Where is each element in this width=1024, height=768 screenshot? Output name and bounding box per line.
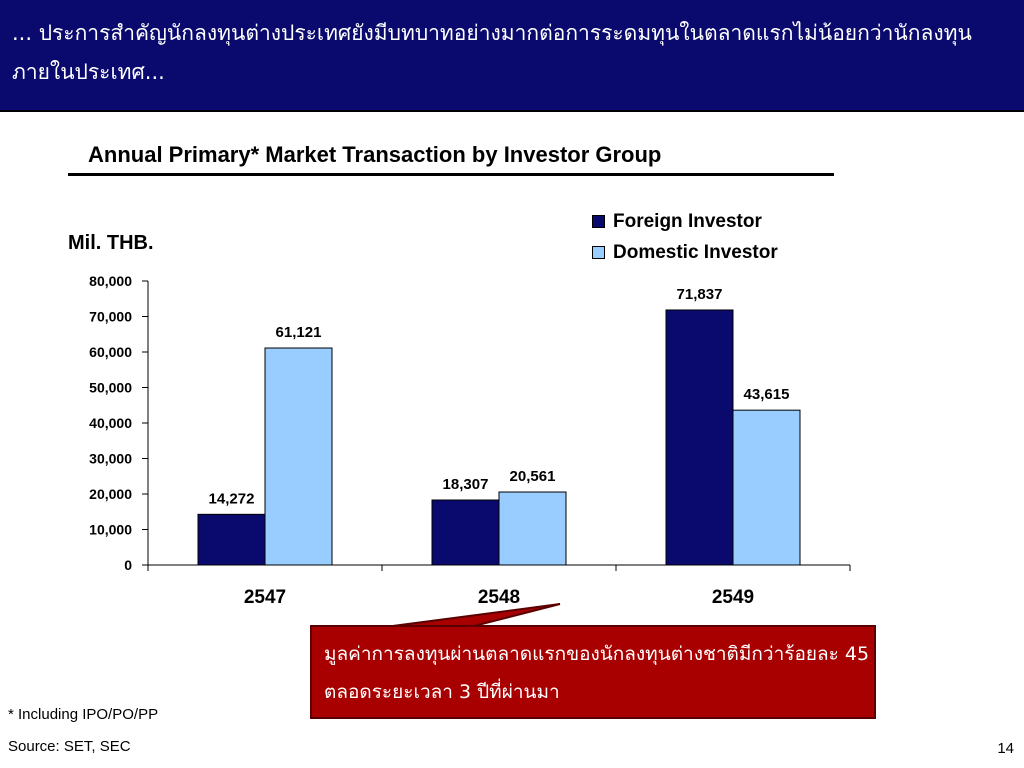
bar-domestic-2549 bbox=[732, 409, 801, 566]
y-axis-unit-label: Mil. THB. bbox=[68, 232, 154, 254]
legend-item-domestic: Domestic Investor bbox=[592, 237, 778, 268]
legend-item-foreign: Foreign Investor bbox=[592, 206, 778, 237]
title-underline bbox=[68, 173, 834, 176]
x-tick-label: 2548 bbox=[478, 587, 520, 608]
y-tick-label: 60,000 bbox=[89, 344, 132, 360]
y-tick-label: 0 bbox=[124, 557, 132, 573]
x-tick-label: 2547 bbox=[244, 587, 286, 608]
chart-title: Annual Primary* Market Transaction by In… bbox=[88, 142, 662, 167]
y-tick-label: 50,000 bbox=[89, 380, 132, 396]
data-label: 61,121 bbox=[276, 324, 322, 341]
y-tick-label: 40,000 bbox=[89, 415, 132, 431]
legend-label-domestic: Domestic Investor bbox=[613, 241, 778, 263]
data-label: 71,837 bbox=[677, 286, 723, 303]
bar-foreign-2549 bbox=[665, 309, 734, 566]
data-label: 20,561 bbox=[510, 468, 556, 485]
bar-foreign-2547 bbox=[197, 513, 266, 566]
header-text: ... ประการสำคัญนักลงทุนต่างประเทศยังมีบท… bbox=[12, 21, 972, 84]
bar-foreign-2548 bbox=[431, 499, 500, 566]
y-tick-label: 30,000 bbox=[89, 451, 132, 467]
x-tick-label: 2549 bbox=[712, 587, 754, 608]
callout-box: มูลค่าการลงทุนผ่านตลาดแรกของนักลงทุนต่าง… bbox=[310, 625, 876, 719]
data-label: 18,307 bbox=[443, 476, 489, 493]
bar-domestic-2547 bbox=[264, 347, 333, 566]
bar-chart: 0 10,000 20,000 30,000 40,000 50,000 60,000 70,… bbox=[89, 273, 851, 608]
data-label: 14,272 bbox=[209, 490, 255, 507]
y-tick-label: 20,000 bbox=[89, 486, 132, 502]
y-tick-label: 70,000 bbox=[89, 309, 132, 325]
bar-domestic-2548 bbox=[498, 491, 567, 566]
legend-swatch-domestic bbox=[592, 246, 605, 259]
page-number: 14 bbox=[997, 740, 1014, 757]
source-note: Source: SET, SEC bbox=[8, 738, 131, 755]
chart-legend: Foreign Investor Domestic Investor bbox=[592, 206, 778, 268]
header-banner: ... ประการสำคัญนักลงทุนต่างประเทศยังมีบท… bbox=[0, 0, 1024, 112]
footnote: * Including IPO/PO/PP bbox=[8, 706, 159, 723]
y-tick-label: 10,000 bbox=[89, 522, 132, 538]
y-tick-label: 80,000 bbox=[89, 273, 132, 289]
legend-label-foreign: Foreign Investor bbox=[613, 210, 762, 232]
data-label: 43,615 bbox=[744, 386, 790, 403]
legend-swatch-foreign bbox=[592, 215, 605, 228]
